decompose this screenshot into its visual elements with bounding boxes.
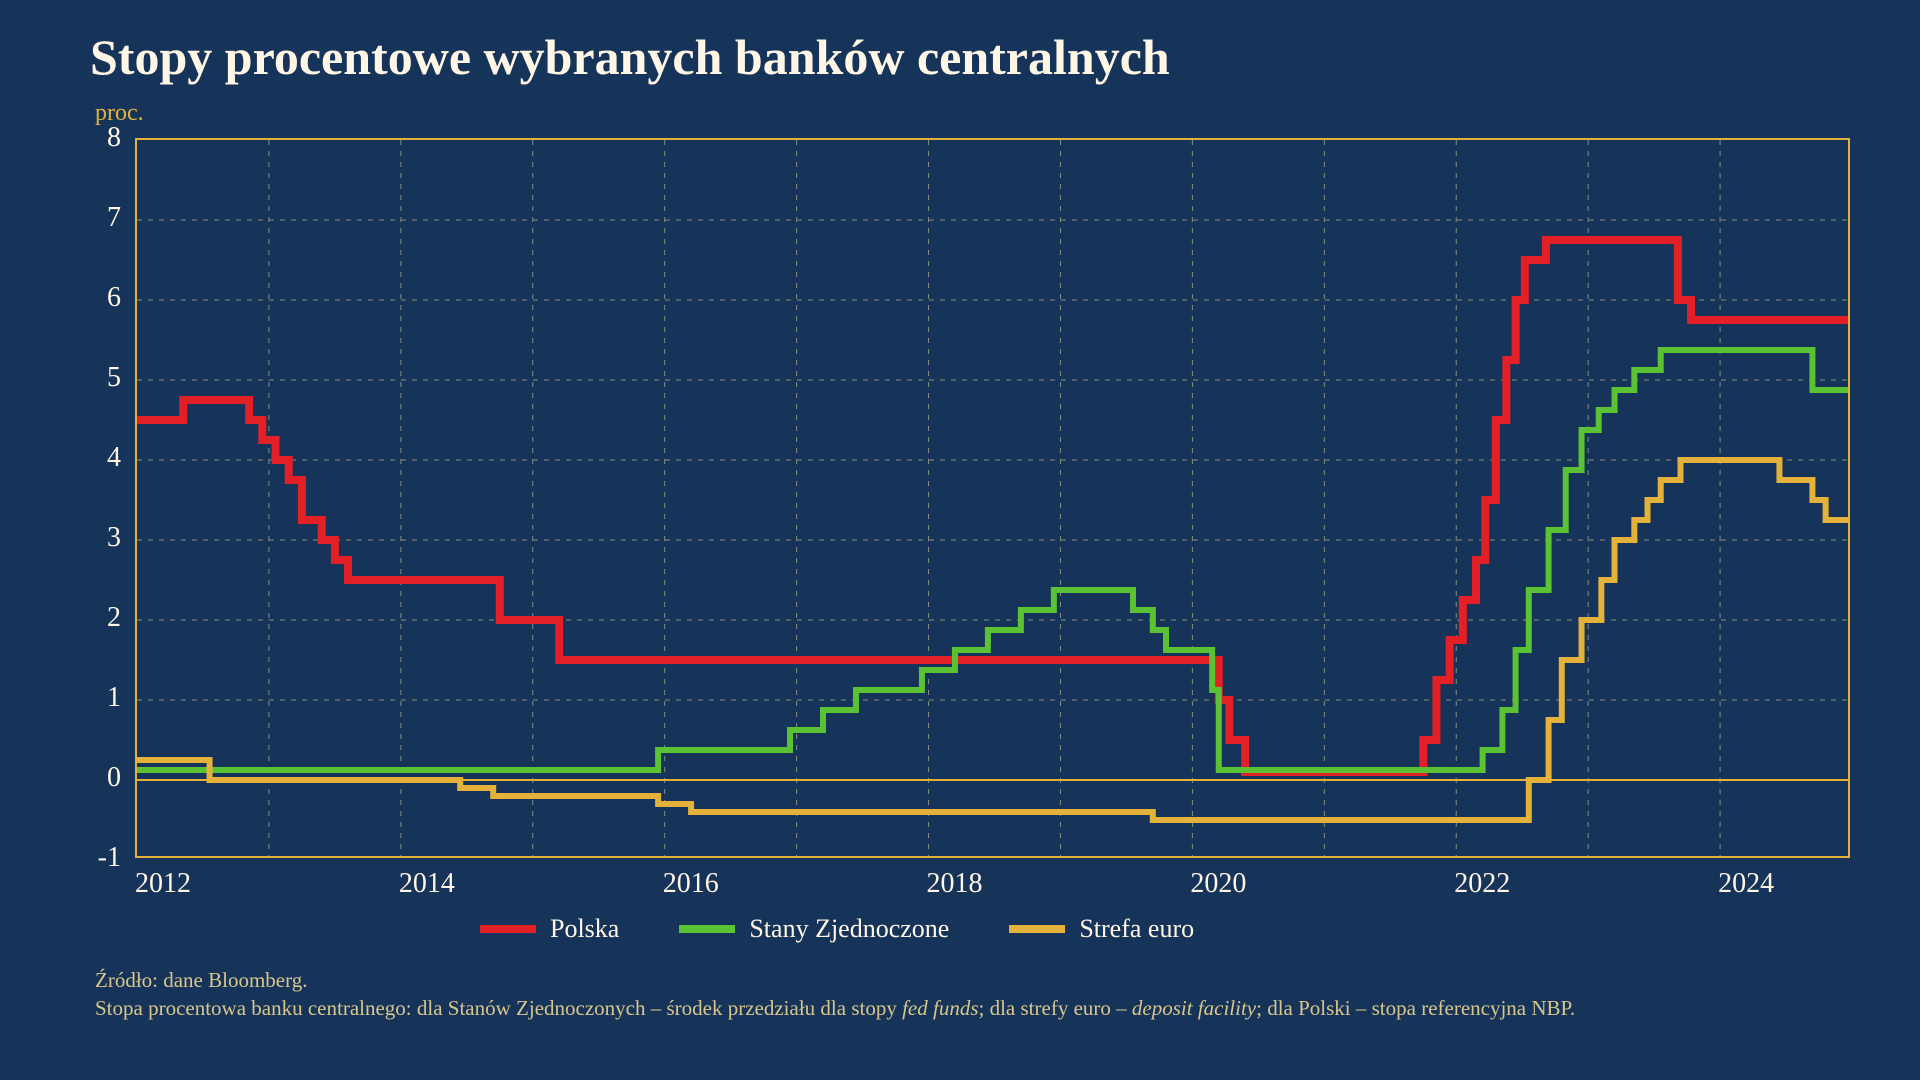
y-tick-label: 0 <box>107 762 121 794</box>
legend-item: Stany Zjednoczone <box>679 914 949 944</box>
legend-swatch <box>480 925 536 933</box>
x-tick-label: 2016 <box>663 868 719 900</box>
footer-line: Źródło: dane Bloomberg. <box>95 966 1575 994</box>
y-tick-label: 4 <box>107 442 121 474</box>
x-tick-label: 2022 <box>1454 868 1510 900</box>
chart-footer: Źródło: dane Bloomberg.Stopa procentowa … <box>95 966 1575 1023</box>
legend: Polska Stany Zjednoczone Strefa euro <box>480 914 1194 944</box>
y-tick-label: -1 <box>98 842 121 874</box>
legend-swatch <box>1009 925 1065 933</box>
legend-label: Strefa euro <box>1079 914 1194 944</box>
legend-label: Polska <box>550 914 619 944</box>
legend-item: Strefa euro <box>1009 914 1194 944</box>
y-tick-label: 8 <box>107 122 121 154</box>
y-tick-label: 5 <box>107 362 121 394</box>
y-tick-label: 7 <box>107 202 121 234</box>
y-tick-label: 2 <box>107 602 121 634</box>
y-tick-label: 3 <box>107 522 121 554</box>
legend-label: Stany Zjednoczone <box>749 914 949 944</box>
y-tick-label: 6 <box>107 282 121 314</box>
x-tick-label: 2024 <box>1718 868 1774 900</box>
x-tick-label: 2020 <box>1190 868 1246 900</box>
x-tick-label: 2014 <box>399 868 455 900</box>
chart-container: Stopy procentowe wybranych banków centra… <box>0 0 1920 1080</box>
y-tick-label: 1 <box>107 682 121 714</box>
x-tick-label: 2018 <box>927 868 983 900</box>
chart-title: Stopy procentowe wybranych banków centra… <box>90 28 1170 86</box>
chart-plot <box>135 138 1850 858</box>
footer-line: Stopa procentowa banku centralnego: dla … <box>95 994 1575 1022</box>
legend-item: Polska <box>480 914 619 944</box>
x-tick-label: 2012 <box>135 868 191 900</box>
legend-swatch <box>679 925 735 933</box>
